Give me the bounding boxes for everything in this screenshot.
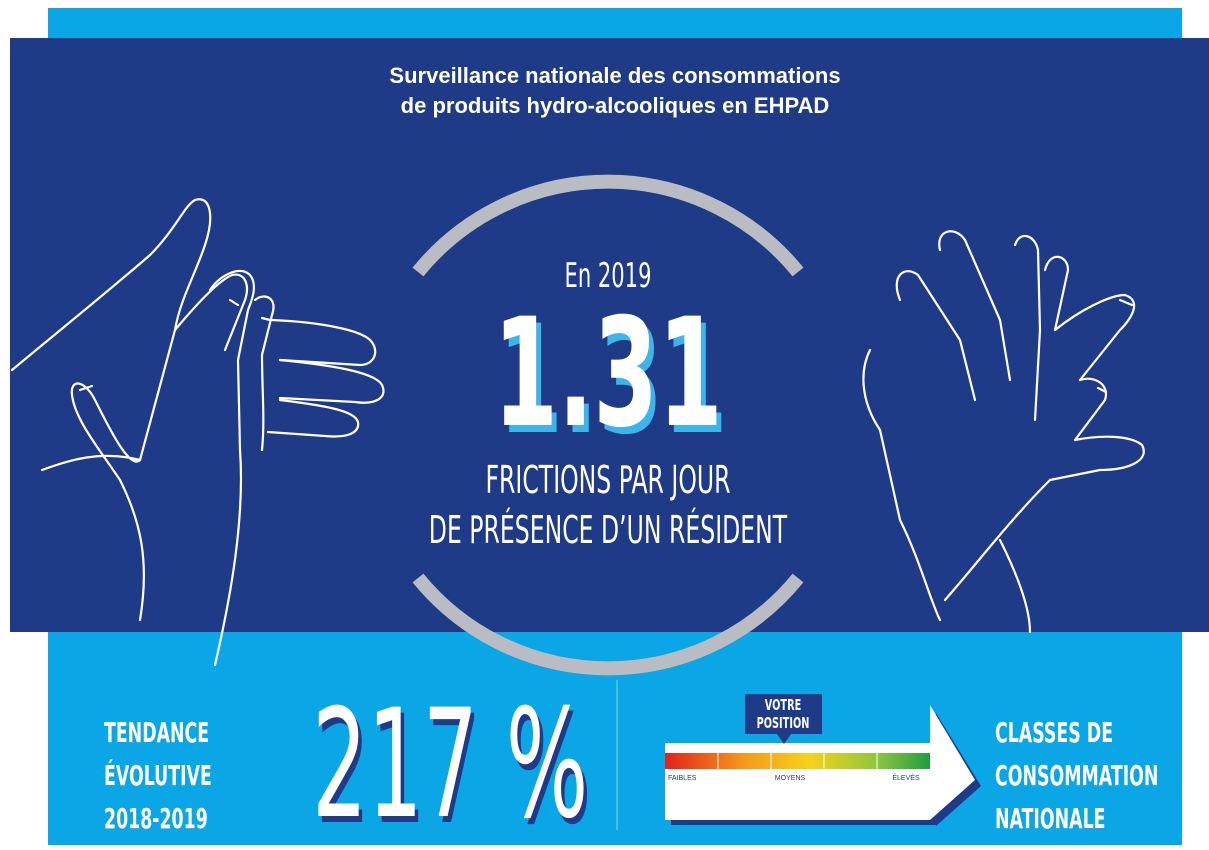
left-hands xyxy=(10,198,385,667)
unit-line: DE PRÉSENCE D’UN RÉSIDENT xyxy=(429,507,788,553)
main-value: 1.31 xyxy=(493,287,722,461)
trend-value-shadow: 217 % xyxy=(315,683,591,850)
right-hands xyxy=(862,230,1145,634)
scale-ticks xyxy=(717,753,878,769)
title-line: Surveillance nationale des consommations xyxy=(389,63,840,88)
value-shadow: 1.31 xyxy=(498,294,727,468)
unit-line: FRICTIONS PAR JOUR xyxy=(485,459,730,502)
position-pointer xyxy=(777,734,791,744)
bottom-arc xyxy=(412,573,804,676)
scale-level: MOYENS xyxy=(775,775,806,782)
classes-label-line: CLASSES DE xyxy=(995,717,1113,749)
classes-label-line: NATIONALE xyxy=(995,803,1106,835)
position-box xyxy=(745,694,822,734)
position-label: VOTRE xyxy=(765,696,801,714)
scale-level: FAIBLES xyxy=(668,775,697,782)
trend-label-line: TENDANCE xyxy=(104,717,209,749)
trend-value: 217 % xyxy=(312,677,588,850)
year-label: En 2019 xyxy=(565,256,652,296)
title-line: de produits hydro-alcooliques en EHPAD xyxy=(401,93,830,118)
position-label: POSITION xyxy=(757,714,810,732)
scale-bar xyxy=(665,753,930,769)
top-arc xyxy=(412,174,804,277)
trend-label-line: 2018-2019 xyxy=(104,803,208,835)
trend-label-line: ÉVOLUTIVE xyxy=(104,759,212,793)
navy-band xyxy=(10,38,1209,632)
scale-level: ÉLEVÉS xyxy=(892,773,920,782)
classes-label-line: CONSOMMATION xyxy=(995,760,1158,792)
